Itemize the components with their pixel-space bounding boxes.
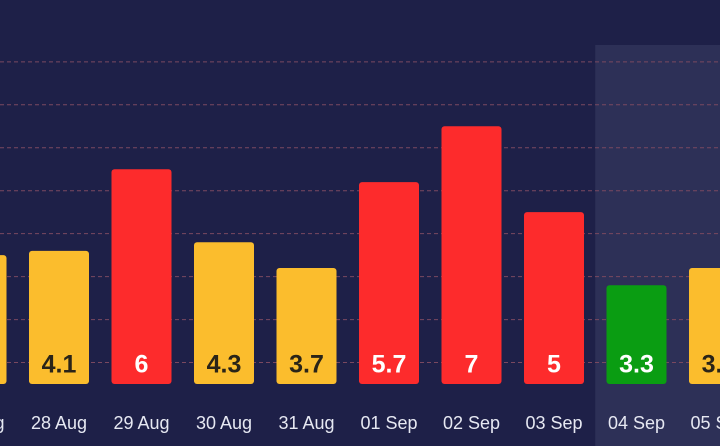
x-tick-label: 30 Aug <box>196 413 252 433</box>
value-label: 5 <box>547 351 561 379</box>
value-label: 3.7 <box>289 351 324 379</box>
value-label: 4.1 <box>42 351 77 379</box>
x-tick-label: 28 Aug <box>31 413 87 433</box>
value-label: 6 <box>135 351 149 379</box>
x-tick-label: 01 Sep <box>360 413 417 433</box>
value-label: 3.7 <box>702 351 720 379</box>
bar <box>111 169 172 384</box>
bar <box>29 250 89 384</box>
x-tick-label: 03 Sep <box>525 413 582 433</box>
value-label: 3.3 <box>619 351 654 379</box>
bar <box>276 268 337 384</box>
x-tick-label: 31 Aug <box>278 413 334 433</box>
bar <box>0 255 7 384</box>
x-tick-label: 27 Aug <box>0 413 5 433</box>
value-label: 4.3 <box>207 351 242 379</box>
bar <box>441 126 502 384</box>
x-tick-label: 29 Aug <box>113 413 169 433</box>
x-tick-label: 05 Sep <box>690 413 720 433</box>
x-tick-label: 02 Sep <box>443 413 500 433</box>
x-tick-label: 04 Sep <box>608 413 665 433</box>
bar <box>606 285 667 384</box>
bar <box>194 242 254 384</box>
value-label: 5.7 <box>372 351 407 379</box>
bar <box>359 182 419 384</box>
bar <box>524 212 584 384</box>
value-label: 7 <box>465 351 479 379</box>
bar <box>689 268 720 384</box>
